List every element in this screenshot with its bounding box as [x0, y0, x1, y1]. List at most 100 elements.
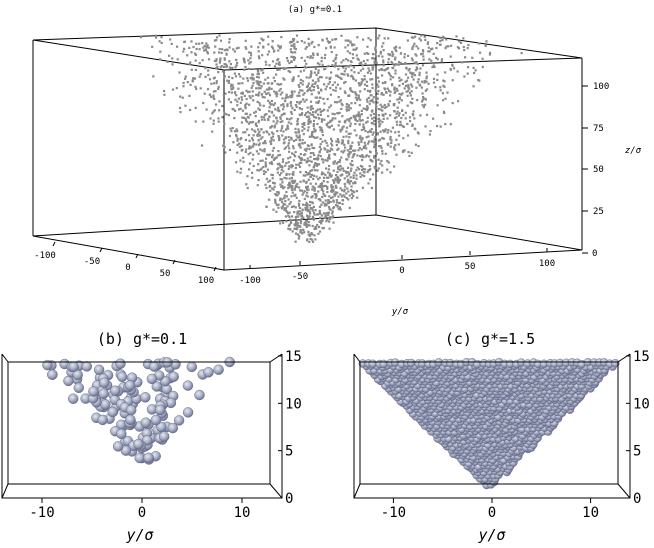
panel-a-particle [319, 143, 322, 146]
panel-a-particle [298, 186, 301, 189]
panel-b-sphere [125, 414, 136, 425]
panel-b-sphere [133, 438, 144, 450]
panel-a-particle [334, 184, 337, 187]
panel-a-particle [227, 79, 231, 82]
panel-a-particle [264, 140, 267, 143]
panel-a-particle [335, 140, 338, 143]
panel-a-particle [423, 81, 426, 84]
panel-a-particle [218, 34, 221, 37]
panel-a-particle [304, 204, 307, 207]
panel-a-particle [276, 93, 279, 96]
panel-a-particle [301, 209, 304, 212]
panel-a-particle [389, 94, 392, 97]
panel-a-particle [420, 53, 423, 56]
panel-a-particle [366, 120, 369, 123]
panel-a-particle [292, 44, 295, 47]
panel-a-particle [291, 94, 294, 97]
panel-a-particle [415, 62, 418, 65]
panel-a-particle [237, 46, 240, 49]
panel-a-particle [171, 88, 175, 91]
panel-a-particle [377, 37, 380, 40]
panel-a-particle [461, 61, 464, 64]
panel-a-particle [295, 163, 298, 166]
panel-a-particle [236, 170, 239, 173]
panel-a-particle [401, 109, 404, 112]
panel-a-particle [277, 58, 280, 61]
panel-a-particle [231, 66, 234, 69]
panel-b-sphere [186, 361, 198, 373]
panel-a-particle [303, 222, 306, 226]
panel-a-particle [265, 186, 268, 190]
panel-a-particle [338, 120, 341, 123]
panel-a-particle [387, 53, 390, 56]
panel-a-particle [325, 85, 328, 88]
panel-a-particle [467, 44, 470, 47]
panel-a-particle [291, 230, 294, 233]
panel-a-particle [282, 221, 285, 224]
panel-a-particle [262, 116, 266, 119]
panel-a-particle [403, 56, 406, 59]
panel-a-particle [228, 60, 231, 63]
panel-a-particle [414, 69, 417, 72]
panel-a-particle [369, 78, 372, 81]
panel-a-x-tick: 50 [160, 269, 171, 279]
panel-a-particle [290, 104, 293, 107]
panel-a-particle [152, 75, 155, 78]
panel-a-particle [289, 201, 292, 204]
panel-a-particle [235, 58, 238, 61]
panel-a-particle [423, 79, 426, 83]
panel-a-particle [352, 176, 355, 179]
panel-a-particle [306, 55, 309, 59]
panel-a-particle [413, 61, 416, 64]
panel-a-particle [321, 140, 324, 143]
panel-a-particle [206, 44, 209, 47]
panel-a-particle [381, 120, 384, 124]
panel-a-particle [184, 75, 187, 78]
panel-a-particle [308, 204, 312, 207]
panel-a-particle [276, 120, 279, 123]
panel-a-particle [298, 199, 301, 202]
panel-a-particle [271, 149, 274, 152]
panel-a-x-tick-mark [135, 253, 139, 259]
panel-a-particle [302, 191, 305, 194]
panel-a-particle [308, 173, 311, 176]
panel-a-particle [340, 150, 343, 153]
panel-a-particle [238, 82, 241, 85]
panel-a-particle [287, 227, 290, 230]
panel-a-particle [334, 186, 338, 189]
panel-a-particle [354, 96, 357, 99]
panel-a-particle [312, 89, 315, 92]
panel-a-particle [284, 146, 288, 149]
panel-a-particle [408, 116, 412, 119]
panel-a-particle [377, 89, 380, 93]
panel-a-particle [317, 91, 320, 94]
panel-a-particle [360, 81, 363, 84]
panel-b-sphere [116, 428, 127, 440]
panel-a-particle [258, 102, 261, 105]
panel-a-particle [426, 42, 429, 45]
panel-a-particle [212, 96, 215, 99]
panel-a-particle [370, 140, 373, 143]
panel-a-particle [378, 145, 381, 148]
panel-a-particle [358, 123, 361, 126]
panel-a-particle [356, 196, 359, 199]
panel-a-particle [359, 164, 362, 168]
panel-a-particle [446, 91, 449, 94]
panel-a-particle [378, 125, 381, 128]
panel-a-particle [299, 153, 302, 156]
panel-a-particle [298, 210, 301, 213]
panel-a-x-tick: -50 [84, 257, 100, 267]
panel-a-particle [267, 82, 270, 85]
panel-a-particle [331, 144, 334, 147]
panel-a-particle [328, 216, 331, 219]
panel-a-particle [287, 121, 290, 124]
panel-a-particle [281, 181, 284, 184]
panel-a-particle [274, 108, 277, 111]
panel-a-particle [421, 98, 424, 101]
panel-a-particle [307, 178, 310, 181]
panel-a-particle [249, 121, 252, 124]
panel-a-particle [362, 125, 365, 128]
panel-a-particle [355, 114, 358, 118]
panel-a-particle [269, 189, 272, 192]
panel-a-particle [340, 107, 343, 110]
